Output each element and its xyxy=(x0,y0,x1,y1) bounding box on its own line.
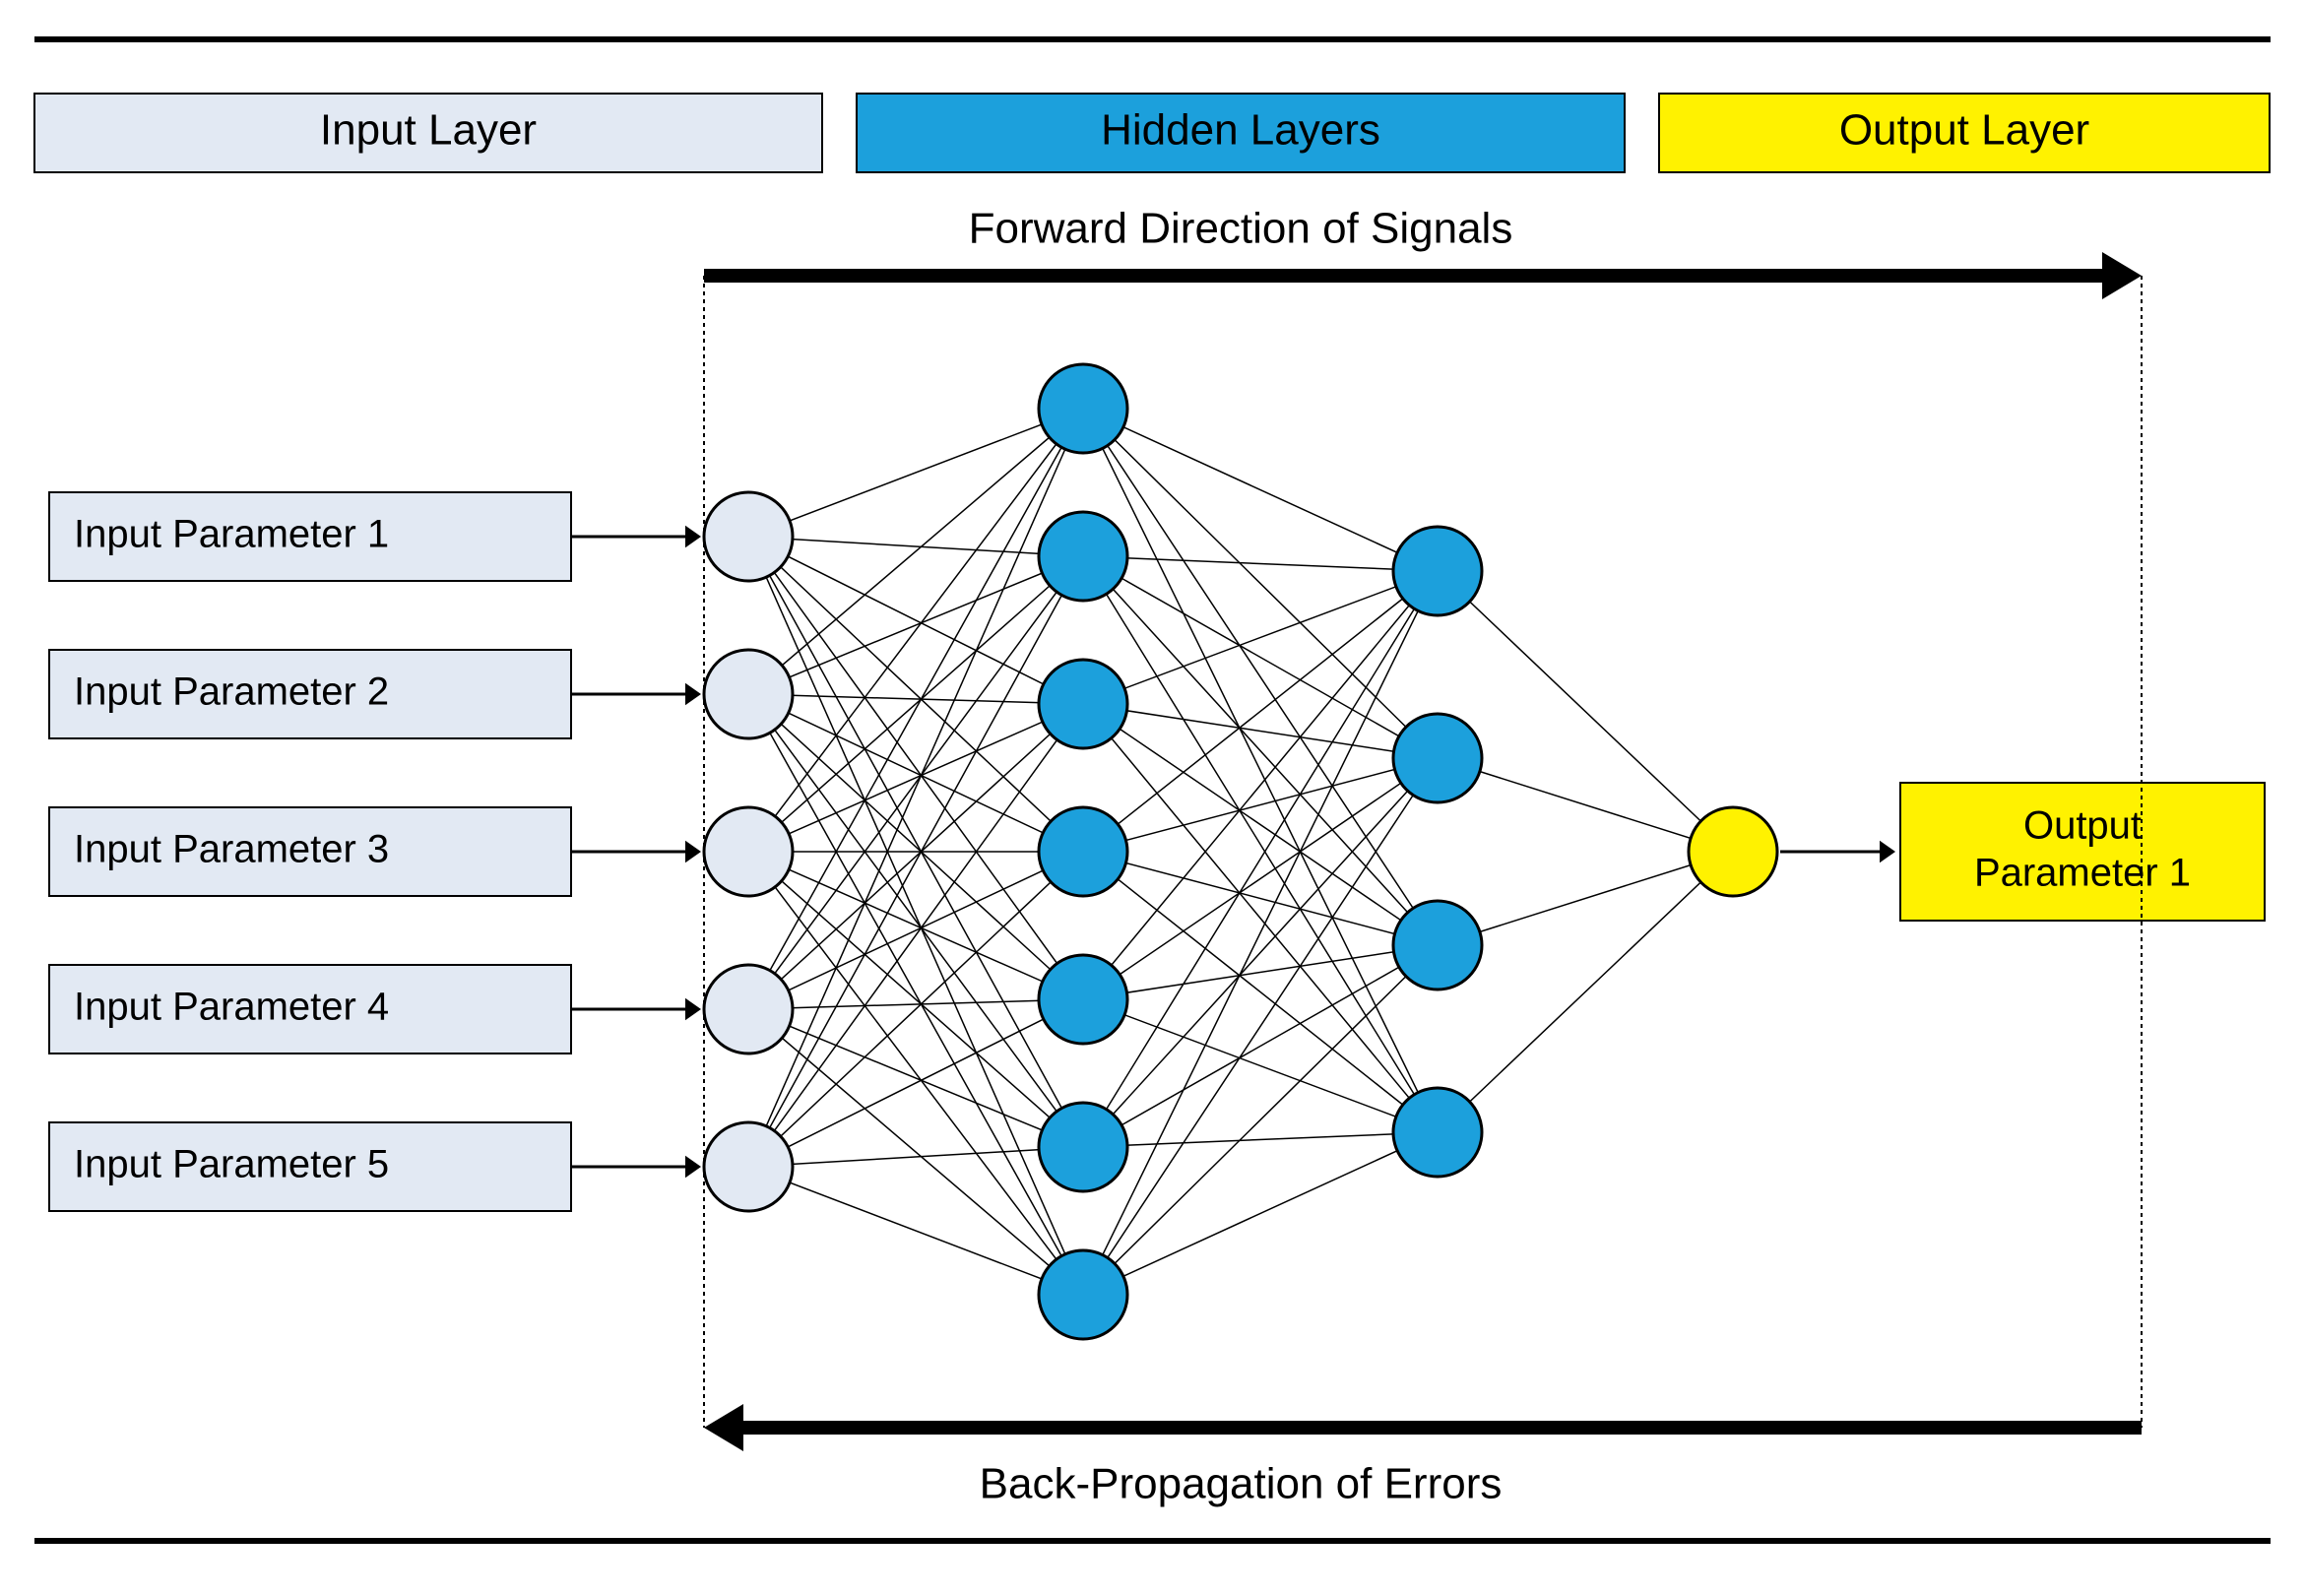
edge xyxy=(748,556,1083,852)
hidden2-node-3 xyxy=(1393,901,1482,990)
edge xyxy=(1083,571,1438,999)
edge xyxy=(748,704,1083,852)
hidden2-node-4 xyxy=(1393,1088,1482,1177)
input-param-label-1: Input Parameter 1 xyxy=(74,513,389,556)
input-param-label-3: Input Parameter 3 xyxy=(74,828,389,871)
input-arrow-head-2 xyxy=(685,683,701,705)
edge xyxy=(1083,999,1438,1132)
header-label-output: Output Layer xyxy=(1839,106,2089,155)
hidden1-node-7 xyxy=(1039,1250,1127,1339)
input-param-label-4: Input Parameter 4 xyxy=(74,986,389,1029)
input-node-3 xyxy=(704,807,793,896)
backward-arrow-shaft xyxy=(743,1421,2142,1435)
edge xyxy=(748,409,1083,1009)
hidden1-node-2 xyxy=(1039,512,1127,601)
input-node-2 xyxy=(704,650,793,738)
edge xyxy=(1083,1132,1438,1147)
forward-arrow-shaft xyxy=(704,269,2102,283)
input-node-4 xyxy=(704,965,793,1053)
hidden1-node-6 xyxy=(1039,1103,1127,1191)
backward-arrow-head xyxy=(704,1404,743,1451)
edge xyxy=(1438,758,1733,852)
forward-arrow-head xyxy=(2102,252,2142,299)
input-param-label-5: Input Parameter 5 xyxy=(74,1143,389,1186)
input-arrow-head-4 xyxy=(685,998,701,1020)
edge xyxy=(748,556,1083,1167)
header-label-input: Input Layer xyxy=(320,106,537,155)
hidden1-node-4 xyxy=(1039,807,1127,896)
hidden1-node-1 xyxy=(1039,364,1127,453)
hidden2-node-1 xyxy=(1393,527,1482,615)
edge xyxy=(1083,409,1438,1132)
input-arrow-head-5 xyxy=(685,1156,701,1178)
edge xyxy=(1083,758,1438,999)
edge xyxy=(748,1167,1083,1295)
forward-label: Forward Direction of Signals xyxy=(969,205,1513,253)
edge xyxy=(748,409,1083,537)
edge xyxy=(748,409,1083,1167)
edge xyxy=(748,409,1083,694)
input-arrow-head-1 xyxy=(685,526,701,547)
hidden1-node-3 xyxy=(1039,660,1127,748)
edge xyxy=(748,852,1083,1167)
edge xyxy=(748,694,1083,704)
edge xyxy=(748,694,1083,999)
edge xyxy=(1083,704,1438,945)
edge xyxy=(748,999,1083,1167)
edge xyxy=(748,537,1083,1147)
input-arrow-head-3 xyxy=(685,841,701,862)
diagram-svg: Input Layer Hidden Layers Output Layer Inpu… xyxy=(0,0,2305,1596)
edge xyxy=(1083,409,1438,758)
edge xyxy=(748,1147,1083,1167)
edge xyxy=(748,537,1083,704)
header-label-hidden: Hidden Layers xyxy=(1101,106,1380,155)
edge xyxy=(748,537,1083,852)
output-node-1 xyxy=(1689,807,1777,896)
edge xyxy=(1083,571,1438,1295)
edge xyxy=(1438,852,1733,1132)
edge xyxy=(748,409,1083,852)
edge xyxy=(1083,704,1438,1132)
input-node-1 xyxy=(704,492,793,581)
output-param-line2: Parameter 1 xyxy=(1974,852,2191,895)
input-node-5 xyxy=(704,1122,793,1211)
edge xyxy=(748,999,1083,1009)
edge xyxy=(1083,571,1438,704)
edge xyxy=(748,852,1083,1147)
edge xyxy=(1083,945,1438,1295)
edges-group xyxy=(748,409,1733,1295)
edge xyxy=(748,852,1083,999)
diagram-root: Input Layer Hidden Layers Output Layer Inpu… xyxy=(0,0,2305,1596)
backward-label: Back-Propagation of Errors xyxy=(980,1460,1503,1508)
edge xyxy=(1438,571,1733,852)
edge xyxy=(1438,852,1733,945)
hidden1-node-5 xyxy=(1039,955,1127,1044)
hidden2-node-2 xyxy=(1393,714,1482,802)
edge xyxy=(748,537,1083,556)
output-param-line1: Output xyxy=(2023,804,2142,848)
input-param-label-2: Input Parameter 2 xyxy=(74,670,389,714)
output-arrow-head xyxy=(1880,841,1895,862)
edge xyxy=(748,537,1083,1295)
edge xyxy=(1083,556,1438,571)
edge xyxy=(748,704,1083,1009)
